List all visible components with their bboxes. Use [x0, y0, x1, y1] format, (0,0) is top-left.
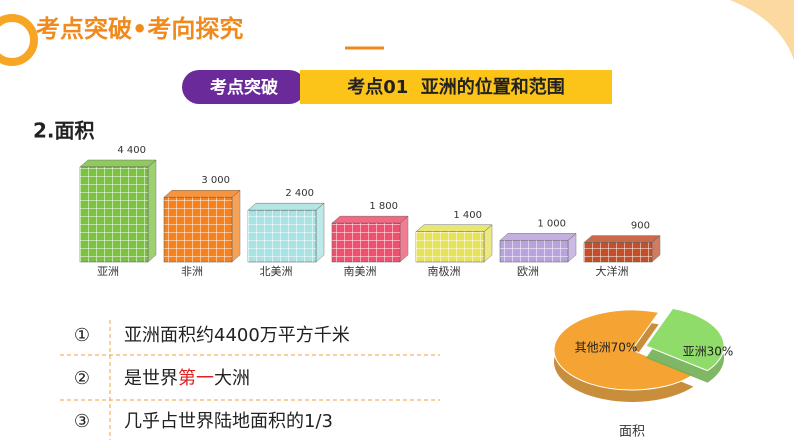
bar-grid: [416, 231, 484, 262]
bar-top: [583, 235, 661, 243]
x-tick-label: 欧洲: [517, 265, 539, 278]
value-label: 2 400: [285, 188, 314, 199]
x-tick-label: 北美洲: [260, 265, 293, 278]
note-part: 亚洲面积约4400万平方千米: [124, 325, 350, 346]
pie-slice: [553, 309, 695, 391]
pie-label: 其他洲70%: [575, 341, 638, 355]
value-label: 1 400: [453, 210, 482, 221]
bar-top: [415, 224, 493, 233]
tag-right: 考点01 亚洲的位置和范围: [347, 76, 565, 98]
bar-grid: [584, 242, 652, 262]
bar-top: [247, 202, 325, 211]
decor: [0, 14, 38, 66]
bar-grid: [500, 240, 568, 262]
note-part: 几乎占世界陆地面积的1/3: [124, 411, 333, 432]
x-tick-label: 南美洲: [344, 265, 377, 278]
value-label: 3 000: [201, 175, 230, 186]
note-part: 大洲: [214, 368, 250, 389]
bar-grid: [332, 223, 400, 262]
bar-top: [163, 189, 241, 198]
bar-side: [231, 189, 241, 263]
tag-right-bg: [300, 70, 612, 104]
x-tick-label: 非洲: [181, 265, 203, 278]
section-title: 2.面积: [33, 119, 95, 143]
pie-label: 亚洲30%: [683, 345, 734, 359]
decor: [730, 0, 794, 60]
bar-grid: [164, 197, 232, 262]
bar-side: [399, 215, 409, 263]
pie-slice: [645, 307, 725, 372]
pie-title: 面积: [619, 425, 645, 440]
value-label: 4 400: [117, 145, 146, 156]
value-label: 1 000: [537, 218, 566, 229]
note-text: 是世界第一大洲: [124, 368, 250, 389]
x-tick-label: 南极洲: [428, 264, 461, 278]
x-tick-label: 亚洲: [97, 265, 119, 278]
note-number: ①: [74, 325, 90, 346]
value-label: 900: [631, 221, 650, 232]
note-part: 是世界: [124, 368, 178, 389]
header-title: 考点突破•考向探究: [36, 15, 243, 43]
bar-top: [499, 233, 577, 241]
note-part: 第一: [178, 368, 214, 389]
bar-top: [79, 159, 157, 168]
bar-top: [331, 215, 409, 224]
bar-grid: [248, 210, 316, 262]
value-label: 1 800: [369, 201, 398, 212]
note-text: 亚洲面积约4400万平方千米: [124, 325, 350, 346]
bar-grid: [80, 167, 148, 262]
tag-left: 考点突破: [209, 77, 278, 98]
note-number: ②: [74, 368, 90, 389]
x-tick-label: 大洋洲: [596, 264, 629, 278]
bar-side: [147, 159, 157, 263]
tag-left-bg: [182, 70, 306, 104]
bar-side: [315, 202, 325, 263]
note-text: 几乎占世界陆地面积的1/3: [124, 411, 333, 432]
note-number: ③: [74, 411, 90, 432]
